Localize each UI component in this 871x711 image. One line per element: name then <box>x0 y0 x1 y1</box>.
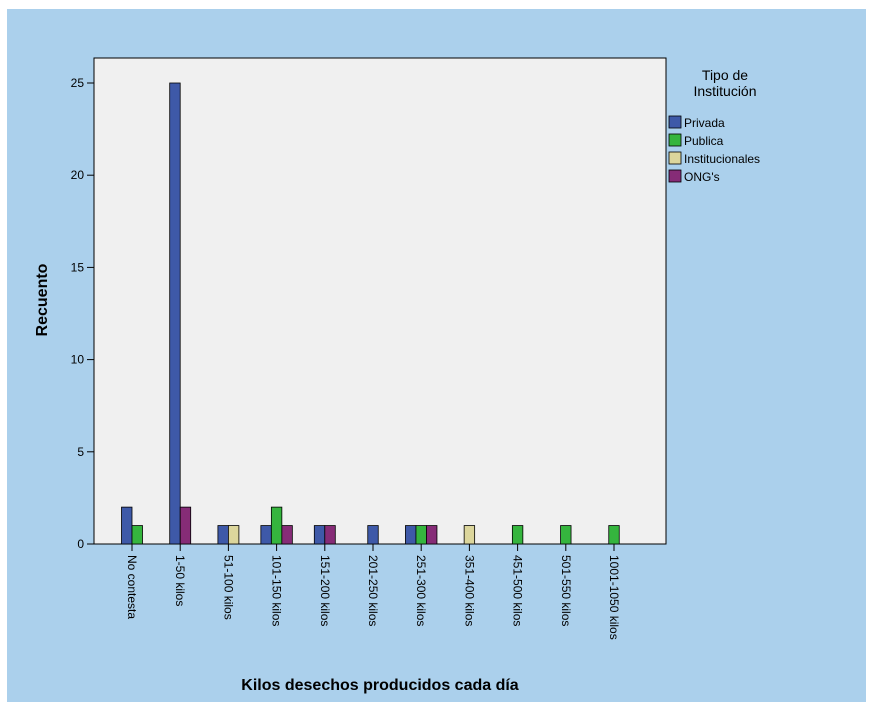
legend-label: ONG's <box>684 170 720 184</box>
bar-privada <box>260 525 272 545</box>
bars <box>121 82 620 545</box>
legend-label: Privada <box>684 116 725 130</box>
x-axis: No contesta 1-50 kilos 51-100 kilos 101-150… <box>125 544 621 640</box>
x-tick-label: 501-550 kilos <box>559 555 573 626</box>
bar-institucionales <box>463 525 476 545</box>
x-axis-title: Kilos desechos producidos cada día <box>241 677 519 694</box>
bar-publica <box>131 525 143 545</box>
legend-label: Publica <box>684 134 724 148</box>
x-tick-label: 151-200 kilos <box>318 555 332 626</box>
bar-publica <box>511 525 524 545</box>
bar-ongs <box>179 506 192 545</box>
legend-swatch <box>668 169 682 183</box>
y-axis-title: Recuento <box>34 263 51 336</box>
y-tick-label: 20 <box>71 168 85 182</box>
legend-swatch <box>668 151 682 165</box>
x-tick-label: 101-150 kilos <box>270 555 284 626</box>
bar-publica <box>608 525 620 545</box>
bar-privada <box>367 525 379 545</box>
y-tick-label: 5 <box>77 445 84 459</box>
bar-privada <box>217 525 229 545</box>
x-tick-label: 351-400 kilos <box>462 555 476 626</box>
bar-publica <box>415 525 427 545</box>
y-tick-label: 0 <box>77 537 84 551</box>
y-axis: 0 5 10 15 20 25 <box>71 76 94 551</box>
y-tick-label: 25 <box>71 76 85 90</box>
bar-publica <box>560 525 572 545</box>
x-tick-label: 51-100 kilos <box>221 555 235 620</box>
bar-privada <box>169 82 181 545</box>
x-tick-label: 1-50 kilos <box>173 555 187 606</box>
y-tick-label: 15 <box>71 260 85 274</box>
x-tick-label: 201-250 kilos <box>366 555 380 626</box>
bar-publica <box>270 506 283 545</box>
bar-ongs <box>281 525 293 545</box>
bar-privada <box>121 506 133 545</box>
legend-title: Institución <box>693 83 756 99</box>
legend-label: Institucionales <box>684 152 760 166</box>
bar-privada <box>405 525 417 545</box>
x-tick-label: 251-300 kilos <box>414 555 428 626</box>
bar-ongs <box>426 525 438 545</box>
legend-swatch <box>668 133 682 147</box>
x-tick-label: No contesta <box>125 555 139 619</box>
legend-swatch <box>668 115 682 129</box>
bar-ongs <box>324 525 336 545</box>
bar-institucionales <box>227 525 240 545</box>
x-tick-label: 1001-1050 kilos <box>607 555 621 640</box>
bar-privada <box>313 525 326 545</box>
x-tick-label: 451-500 kilos <box>511 555 525 626</box>
plot-area <box>93 57 667 545</box>
legend-title: Tipo de <box>702 67 748 83</box>
y-tick-label: 10 <box>71 353 85 367</box>
